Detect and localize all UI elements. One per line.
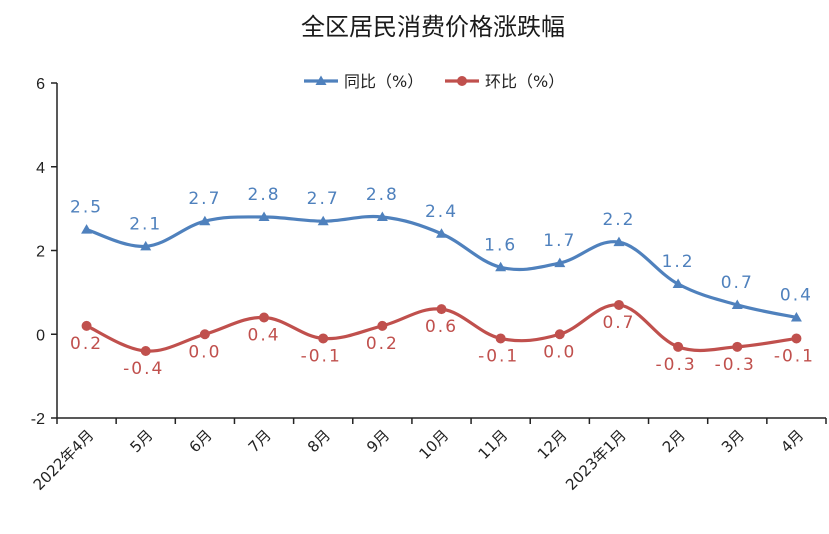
data-point-yoy <box>672 278 684 288</box>
data-point-yoy <box>613 236 625 247</box>
data-point-mom <box>436 304 447 315</box>
data-point-mom <box>259 312 270 323</box>
data-label-mom: 0.4 <box>248 326 281 346</box>
data-point-yoy <box>140 240 152 251</box>
data-point-mom <box>81 320 92 331</box>
data-point-mom <box>199 329 210 340</box>
y-tick-label: 6 <box>36 76 45 93</box>
data-label-yoy: 0.4 <box>780 286 813 306</box>
data-point-mom <box>318 333 329 344</box>
data-point-mom <box>495 333 506 344</box>
data-label-mom: -0.4 <box>123 359 164 379</box>
x-tick-label: 2022年4月 <box>30 426 98 494</box>
data-point-yoy <box>376 211 388 221</box>
data-label-yoy: 2.2 <box>602 210 635 230</box>
data-point-mom <box>673 341 684 352</box>
data-label-mom: 0.2 <box>70 334 103 354</box>
y-tick-label: 2 <box>36 244 45 261</box>
data-point-yoy <box>436 228 447 238</box>
data-point-yoy <box>790 312 802 322</box>
data-label-yoy: 2.8 <box>366 185 399 205</box>
data-point-mom <box>613 299 624 310</box>
data-point-yoy <box>317 215 329 226</box>
x-tick-label: 5月 <box>126 426 156 456</box>
x-tick-label: 3月 <box>718 426 748 456</box>
data-label-yoy: 0.7 <box>721 273 754 293</box>
data-point-mom <box>140 346 151 356</box>
data-label-mom: -0.1 <box>478 346 519 366</box>
x-tick-label: 2023年1月 <box>562 426 630 494</box>
data-point-mom <box>377 320 388 331</box>
x-tick-label: 12月 <box>534 426 571 463</box>
data-label-yoy: 1.6 <box>484 235 517 255</box>
data-label-mom: 0.6 <box>425 317 458 337</box>
data-point-mom <box>791 333 802 344</box>
y-tick-label: 0 <box>36 327 45 344</box>
data-label-yoy: 2.1 <box>129 214 162 234</box>
data-point-mom <box>554 329 565 340</box>
data-point-yoy <box>495 261 507 272</box>
data-label-yoy: 2.8 <box>248 185 281 205</box>
data-point-mom <box>732 341 743 352</box>
x-tick-label: 2月 <box>659 426 689 456</box>
y-tick-label: -2 <box>31 411 45 428</box>
plot-area <box>81 211 802 356</box>
legend-label-yoy: 同比（%） <box>344 72 423 91</box>
data-label-mom: -0.3 <box>656 355 697 375</box>
legend-marker-mom <box>457 76 467 86</box>
data-label-mom: 0.0 <box>188 342 221 362</box>
legend-marker-yoy <box>315 75 327 85</box>
data-point-yoy <box>81 224 93 234</box>
data-label-yoy: 2.7 <box>188 189 221 209</box>
y-tick-label: 4 <box>36 160 45 177</box>
data-label-yoy: 2.7 <box>307 189 340 209</box>
x-tick-label: 10月 <box>415 426 452 463</box>
x-tick-label: 7月 <box>245 426 275 456</box>
data-point-yoy <box>199 215 211 226</box>
chart-title: 全区居民消费价格涨跌幅 <box>301 13 565 41</box>
data-label-mom: -0.1 <box>774 346 815 366</box>
data-label-yoy: 2.4 <box>425 202 458 222</box>
x-tick-label: 9月 <box>363 426 393 456</box>
data-label-mom: 0.0 <box>543 342 576 362</box>
legend: 同比（%） 环比（%） <box>304 72 564 91</box>
data-label-mom: 0.7 <box>602 313 635 333</box>
x-tick-label: 8月 <box>304 426 334 456</box>
data-label-yoy: 2.5 <box>70 198 103 218</box>
x-tick-label: 6月 <box>186 426 216 456</box>
data-label-mom: 0.2 <box>366 334 399 354</box>
x-tick-label: 11月 <box>475 426 512 463</box>
data-point-yoy <box>258 211 270 221</box>
data-point-yoy <box>554 257 566 268</box>
data-labels: 2.5 2.1 2.7 2.8 2.7 2.8 2.4 1.6 1.7 2.2 1.2 0.7 0.4 0… <box>70 185 815 379</box>
data-label-yoy: 1.2 <box>662 252 695 272</box>
data-label-yoy: 1.7 <box>543 231 576 251</box>
legend-label-mom: 环比（%） <box>485 72 564 91</box>
data-label-mom: -0.1 <box>301 346 342 366</box>
data-label-mom: -0.3 <box>715 355 756 375</box>
data-point-yoy <box>731 299 743 309</box>
x-tick-label: 4月 <box>777 426 807 456</box>
